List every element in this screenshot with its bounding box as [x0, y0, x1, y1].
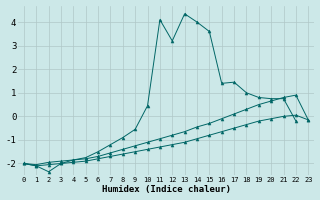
X-axis label: Humidex (Indice chaleur): Humidex (Indice chaleur): [101, 185, 231, 194]
